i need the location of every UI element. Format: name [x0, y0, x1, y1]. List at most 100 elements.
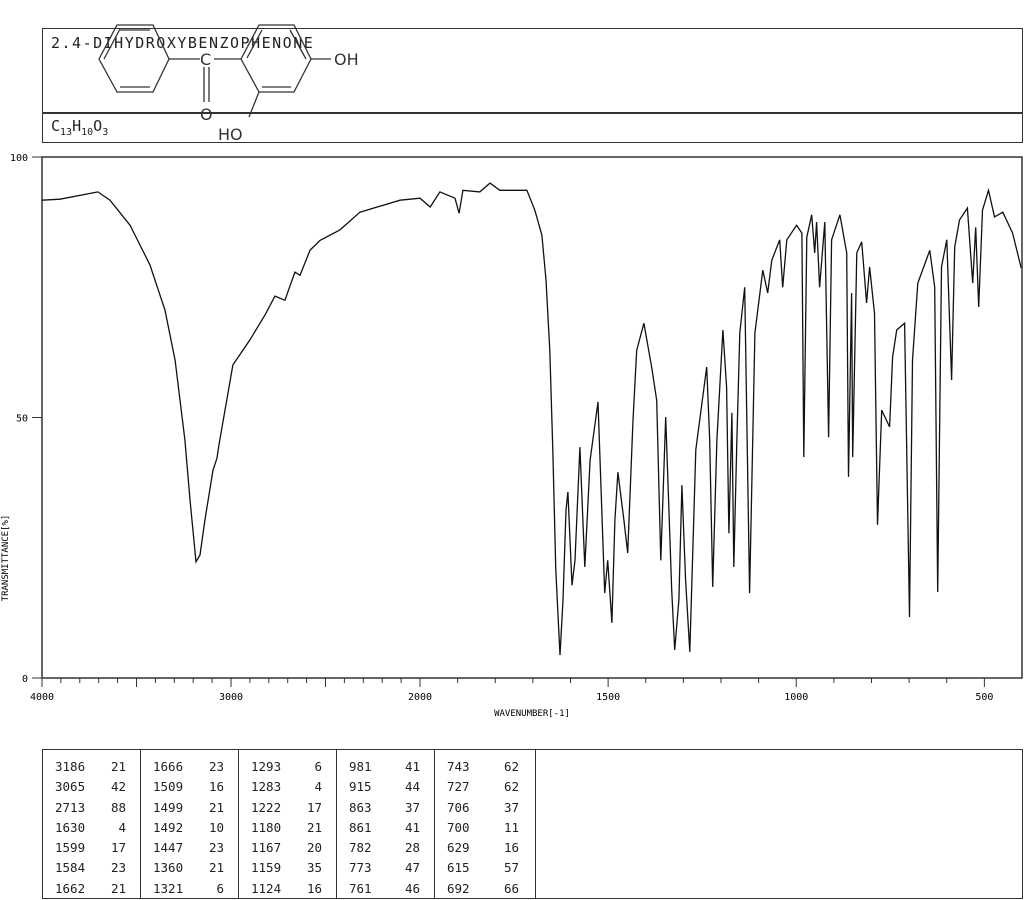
- ir-spectrum-chart: 4000 3000 2000 1500 1000 500 0 50 100 WAVENUMBER…: [1, 153, 1023, 719]
- para-hydroxyl: OH: [334, 50, 359, 69]
- resorcinol-ring: [240, 24, 312, 93]
- peak-row: 1360 21: [141, 858, 238, 878]
- peak-wavenumber: 1630: [55, 819, 86, 835]
- peak-transmittance: 57: [503, 860, 519, 876]
- peak-row: 1662 21: [43, 879, 140, 899]
- peak-transmittance: 21: [110, 880, 126, 896]
- x-tick-label: 2000: [408, 692, 432, 703]
- peak-row: 1180 21: [239, 818, 336, 838]
- peak-transmittance: 88: [110, 799, 126, 815]
- peak-row: 1509 16: [141, 777, 238, 797]
- chemical-structure: C O OH HO: [98, 24, 359, 144]
- peak-wavenumber: 1124: [251, 880, 282, 896]
- peak-transmittance: 41: [404, 819, 420, 835]
- peak-row: 727 62: [435, 777, 533, 797]
- peak-table: 3186 21 3065 42 2713 88 1630 4 1599 17 1584 23 1662 2…: [42, 749, 536, 899]
- peak-row: 700 11: [435, 818, 533, 838]
- peak-wavenumber: 692: [447, 880, 470, 896]
- peak-transmittance: 21: [208, 799, 224, 815]
- peak-row: 761 46: [337, 879, 434, 899]
- peak-wavenumber: 1499: [153, 799, 184, 815]
- y-tick-label: 100: [10, 153, 28, 164]
- formula-box: C13H10O3: [42, 112, 1023, 143]
- peak-transmittance: 23: [110, 860, 126, 876]
- peak-row: 1124 16: [239, 879, 336, 899]
- peak-transmittance: 23: [208, 840, 224, 856]
- peak-row: 2713 88: [43, 798, 140, 818]
- molecular-formula: C13H10O3: [51, 117, 109, 138]
- peak-row: 615 57: [435, 858, 533, 878]
- phenyl-ring: [98, 24, 170, 93]
- peak-row: 782 28: [337, 838, 434, 858]
- peak-row: 773 47: [337, 858, 434, 878]
- peak-transmittance: 4: [314, 779, 322, 795]
- peak-wavenumber: 773: [349, 860, 372, 876]
- y-tick-label: 50: [16, 414, 28, 425]
- peak-wavenumber: 3186: [55, 759, 86, 774]
- peak-transmittance: 62: [503, 779, 519, 795]
- peak-row: 981 41: [337, 757, 434, 777]
- peak-transmittance: 16: [208, 779, 224, 795]
- peak-wavenumber: 615: [447, 860, 470, 876]
- peak-row: 1293 6: [239, 757, 336, 777]
- peak-transmittance: 21: [110, 759, 126, 774]
- carbonyl-carbon: C: [200, 50, 211, 69]
- y-axis-label: TRANSMITTANCE[%]: [1, 515, 11, 602]
- peak-wavenumber: 1159: [251, 860, 282, 876]
- peak-wavenumber: 1599: [55, 840, 86, 856]
- peak-wavenumber: 782: [349, 840, 372, 856]
- peak-table-column: 981 41 915 44 863 37 861 41 782 28 773 47 761 46: [337, 750, 435, 898]
- ortho-hydroxyl: HO: [218, 125, 243, 144]
- peak-row: 1584 23: [43, 858, 140, 878]
- peak-row: 1159 35: [239, 858, 336, 878]
- x-tick-label: 1500: [596, 692, 620, 703]
- peak-row: 3186 21: [43, 757, 140, 777]
- peak-row: 1222 17: [239, 798, 336, 818]
- peak-wavenumber: 2713: [55, 799, 86, 815]
- peak-transmittance: 23: [208, 759, 224, 774]
- peak-wavenumber: 1293: [251, 759, 282, 774]
- peak-transmittance: 20: [306, 840, 322, 856]
- peak-transmittance: 16: [306, 880, 322, 896]
- peak-wavenumber: 1283: [251, 779, 282, 795]
- peak-transmittance: 47: [404, 860, 420, 876]
- peak-transmittance: 35: [306, 860, 322, 876]
- peak-wavenumber: 706: [447, 799, 470, 815]
- peak-wavenumber: 861: [349, 819, 372, 835]
- peak-row: 1321 6: [141, 879, 238, 899]
- peak-transmittance: 6: [314, 759, 322, 774]
- peak-row: 1447 23: [141, 838, 238, 858]
- peak-wavenumber: 727: [447, 779, 470, 795]
- peak-transmittance: 21: [306, 819, 322, 835]
- peak-row: 1599 17: [43, 838, 140, 858]
- peak-wavenumber: 1167: [251, 840, 282, 856]
- peak-table-column: 743 62 727 62 706 37 700 11 629 16 615 57 692 66: [435, 750, 533, 898]
- x-tick-label: 4000: [30, 692, 54, 703]
- peak-row: 692 66: [435, 879, 533, 899]
- peak-transmittance: 6: [216, 880, 224, 896]
- peak-table-column: 1666 23 1509 16 1499 21 1492 10 1447 23 1360 21 1321…: [141, 750, 239, 898]
- peak-wavenumber: 1662: [55, 880, 86, 896]
- peak-transmittance: 4: [118, 819, 126, 835]
- peak-wavenumber: 1222: [251, 799, 282, 815]
- peak-wavenumber: 1492: [153, 819, 184, 835]
- peak-transmittance: 17: [306, 799, 322, 815]
- x-tick-label: 3000: [219, 692, 243, 703]
- peak-table-column: 1293 6 1283 4 1222 17 1180 21 1167 20 1159 35 1124 16: [239, 750, 337, 898]
- peak-row: 743 62: [435, 757, 533, 777]
- structure-box: C O OH HO: [98, 24, 1023, 899]
- peak-transmittance: 42: [110, 779, 126, 795]
- peak-transmittance: 10: [208, 819, 224, 835]
- peak-wavenumber: 700: [447, 819, 470, 835]
- peak-transmittance: 28: [404, 840, 420, 856]
- peak-row: 3065 42: [43, 777, 140, 797]
- peak-wavenumber: 1360: [153, 860, 184, 876]
- peak-transmittance: 11: [503, 819, 519, 835]
- peak-wavenumber: 761: [349, 880, 372, 896]
- x-tick-label: 1000: [784, 692, 808, 703]
- peak-transmittance: 46: [404, 880, 420, 896]
- x-axis-label: WAVENUMBER[-1]: [494, 709, 570, 719]
- peak-row: 1666 23: [141, 757, 238, 777]
- plot-frame: [41, 156, 1023, 679]
- peak-table-column: 3186 21 3065 42 2713 88 1630 4 1599 17 1584 23 1662 2…: [43, 750, 141, 898]
